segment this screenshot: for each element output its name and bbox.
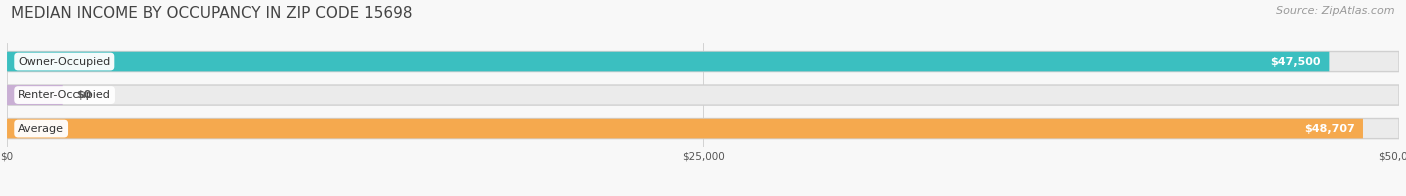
Text: $0: $0: [77, 90, 91, 100]
Text: Average: Average: [18, 123, 65, 133]
FancyBboxPatch shape: [7, 52, 1330, 72]
Text: $47,500: $47,500: [1271, 57, 1322, 67]
FancyBboxPatch shape: [7, 52, 1399, 72]
FancyBboxPatch shape: [7, 85, 1399, 105]
Text: Source: ZipAtlas.com: Source: ZipAtlas.com: [1277, 6, 1395, 16]
FancyBboxPatch shape: [7, 119, 1362, 139]
Text: MEDIAN INCOME BY OCCUPANCY IN ZIP CODE 15698: MEDIAN INCOME BY OCCUPANCY IN ZIP CODE 1…: [11, 6, 413, 21]
Text: $48,707: $48,707: [1303, 123, 1354, 133]
FancyBboxPatch shape: [7, 119, 1399, 139]
Text: Renter-Occupied: Renter-Occupied: [18, 90, 111, 100]
Text: Owner-Occupied: Owner-Occupied: [18, 57, 111, 67]
FancyBboxPatch shape: [7, 85, 63, 105]
